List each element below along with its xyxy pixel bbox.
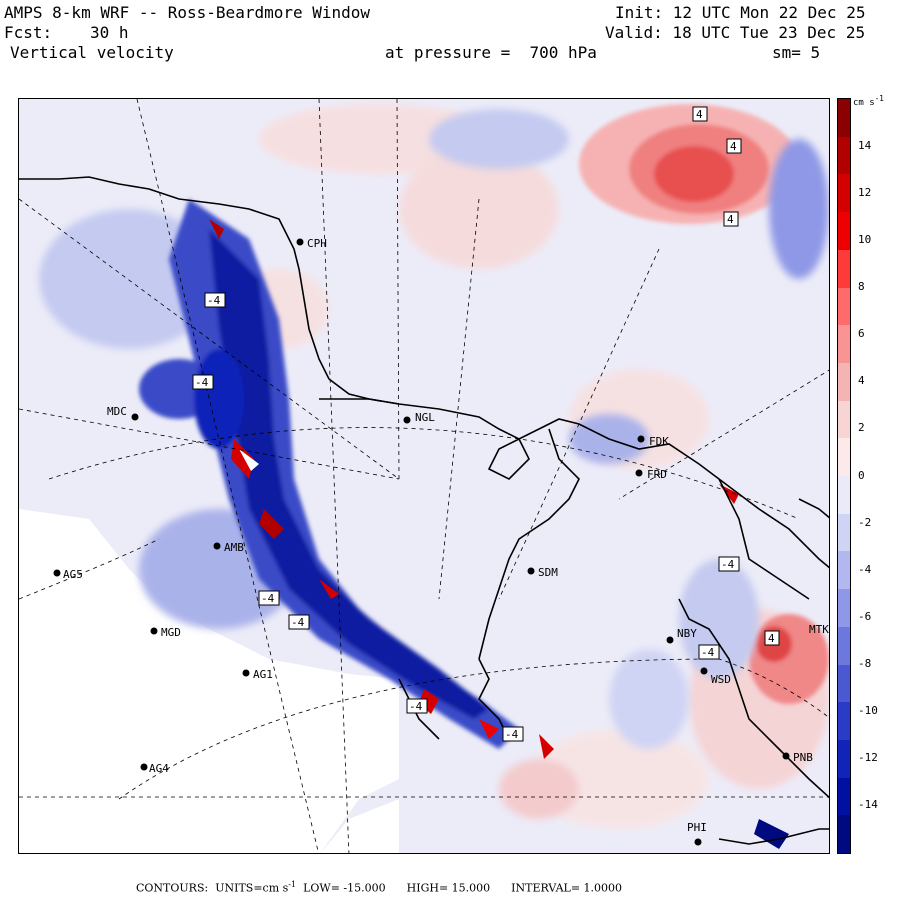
mountain-wave-band: [139, 199, 519, 749]
station-markers: CPH NGL MDC FDK FRD AG5 MGD AG1 SDM NBY …: [53, 237, 829, 846]
station-WSD[interactable]: WSD: [700, 667, 731, 687]
station-AMB[interactable]: AMB: [213, 541, 245, 554]
colorbar-segment: [838, 589, 850, 628]
svg-text:AG4: AG4: [149, 762, 169, 775]
colorbar-tick-label: -14: [858, 798, 878, 811]
colorbar-segment: [838, 136, 850, 176]
colorbar-segment: [838, 249, 850, 289]
svg-text:-4: -4: [195, 376, 209, 389]
colorbar-tick-label: 4: [858, 374, 865, 388]
contour-labels: 4 4 4 -4 -4 -4 -4 -4 -4 4 -4 -4: [192, 106, 780, 742]
svg-text:PHI: PHI: [687, 821, 707, 834]
svg-text:-4: -4: [701, 646, 715, 659]
forecast-label: Fcst:: [4, 23, 53, 42]
station-PNB[interactable]: PNB: [782, 751, 814, 764]
pressure-level: at pressure = 700 hPa: [385, 43, 597, 62]
colorbar-segment: [838, 739, 850, 779]
svg-text:FRD: FRD: [647, 468, 667, 481]
svg-text:WSD: WSD: [711, 673, 731, 686]
colorbar-tick-label: -12: [858, 750, 878, 764]
svg-text:AG1: AG1: [253, 668, 273, 681]
station-FRD[interactable]: FRD: [635, 468, 667, 481]
colorbar-segment: [838, 777, 850, 817]
colorbar-segment: [838, 702, 850, 741]
colorbar-segment: [838, 664, 850, 704]
colorbar-tick-label: 6: [858, 327, 865, 341]
station-AG5[interactable]: AG5: [53, 568, 83, 581]
colorbar-segment: [838, 174, 850, 214]
svg-text:-4: -4: [291, 616, 305, 629]
valid-time: Valid: 18 UTC Tue 23 Dec 25: [605, 23, 866, 42]
map-svg: CPH NGL MDC FDK FRD AG5 MGD AG1 SDM NBY …: [19, 99, 829, 853]
field-name: Vertical velocity: [10, 43, 174, 62]
map-panel: CPH NGL MDC FDK FRD AG5 MGD AG1 SDM NBY …: [18, 98, 830, 854]
colorbar-tick-label: 8: [858, 280, 865, 294]
colorbar-tick-label: -2: [858, 515, 872, 529]
svg-text:-4: -4: [261, 592, 275, 605]
colorbar: [837, 98, 851, 854]
coastline: [19, 176, 829, 845]
station-AG4[interactable]: AG4: [140, 762, 170, 775]
footer-contours: CONTOURS: UNITS=cm s-1 LOW= -15.000 HIGH…: [136, 880, 623, 895]
smoothing: sm= 5: [772, 43, 821, 62]
station-MGD[interactable]: MGD: [150, 626, 181, 639]
svg-text:MDC: MDC: [107, 405, 127, 418]
model-title: AMPS 8-km WRF -- Ross-Beardmore Window: [4, 3, 371, 22]
svg-text:CPH: CPH: [307, 237, 327, 250]
station-NBY[interactable]: NBY: [666, 627, 698, 644]
svg-text:-4: -4: [409, 700, 423, 713]
svg-text:MGD: MGD: [161, 626, 181, 639]
colorbar-segment: [838, 626, 850, 666]
colorbar-segment: [838, 287, 850, 327]
station-FDK[interactable]: FDK: [637, 435, 670, 448]
colorbar-tick-label: 14: [858, 139, 872, 152]
svg-text:4: 4: [768, 632, 775, 645]
colorbar-segment: [838, 551, 850, 591]
svg-text:-4: -4: [721, 558, 735, 571]
svg-text:SDM: SDM: [538, 566, 558, 579]
svg-text:NGL: NGL: [415, 411, 435, 424]
colorbar-tick-label: -6: [858, 609, 872, 623]
colorbar-segment: [838, 325, 850, 364]
colorbar-segment: [838, 99, 850, 138]
svg-text:NBY: NBY: [677, 627, 697, 640]
colorbar-segment: [838, 815, 850, 853]
station-NGL[interactable]: NGL: [403, 411, 436, 424]
colorbar-segment: [838, 400, 850, 440]
colorbar-segment: [838, 212, 850, 251]
colorbar-segment: [838, 438, 850, 477]
colorbar-segment: [838, 476, 850, 515]
graticule: [19, 99, 829, 853]
colorbar-tick-label: 2: [858, 421, 865, 435]
colorbar-tick-label: -10: [858, 703, 878, 717]
colorbar-segment: [838, 362, 850, 402]
station-MTK[interactable]: MTK: [809, 623, 829, 636]
station-AG1[interactable]: AG1: [242, 668, 273, 681]
colorbar-tick-label: -4: [858, 562, 872, 576]
svg-text:4: 4: [696, 108, 703, 121]
colorbar-segment: [838, 513, 850, 553]
station-MDC[interactable]: MDC: [107, 405, 139, 421]
station-PHI[interactable]: PHI: [687, 821, 707, 846]
svg-text:FDK: FDK: [649, 435, 669, 448]
svg-text:4: 4: [727, 213, 734, 226]
colorbar-tick-label: 12: [858, 186, 872, 200]
svg-text:MTK: MTK: [809, 623, 829, 636]
svg-text:-4: -4: [505, 728, 519, 741]
no-data-region: [19, 509, 399, 853]
station-SDM[interactable]: SDM: [527, 566, 559, 579]
svg-text:AMB: AMB: [224, 541, 244, 554]
colorbar-tick-label: -8: [858, 656, 872, 670]
svg-text:PNB: PNB: [793, 751, 813, 764]
svg-text:4: 4: [730, 140, 737, 153]
colorbar-tick-label: 10: [858, 233, 872, 247]
red-wave-crests: [209, 219, 789, 849]
forecast-hour: 30 h: [90, 23, 129, 42]
colorbar-tick-label: 0: [858, 468, 865, 482]
station-CPH[interactable]: CPH: [296, 237, 327, 250]
svg-text:-4: -4: [207, 294, 221, 307]
svg-text:AG5: AG5: [63, 568, 83, 581]
colorbar-unit: cm s-1: [853, 94, 884, 108]
init-time: Init: 12 UTC Mon 22 Dec 25: [615, 3, 866, 22]
